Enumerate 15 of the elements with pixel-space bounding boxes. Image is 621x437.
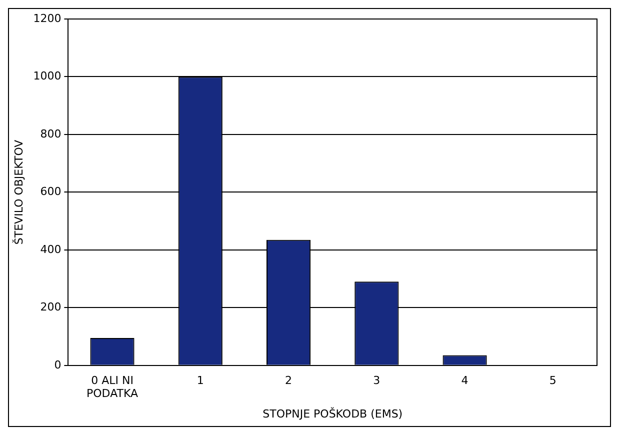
x-axis-title: STOPNJE POŠKODB (EMS) bbox=[262, 406, 403, 420]
y-tick-label: 0 bbox=[54, 358, 62, 372]
x-tick-label: 3 bbox=[373, 374, 380, 387]
y-tick-label: 1000 bbox=[33, 70, 62, 83]
y-tick-label: 1200 bbox=[33, 12, 62, 25]
x-tick-label: 1 bbox=[196, 374, 204, 387]
y-axis-title: ŠTEVILO OBJEKTOV bbox=[11, 139, 26, 245]
x-tick-label: 2 bbox=[285, 374, 292, 387]
x-tick-label: 5 bbox=[549, 374, 556, 387]
y-tick-label: 800 bbox=[40, 127, 62, 140]
x-tick-label: 0 ALI NI PODATKA bbox=[86, 374, 138, 400]
y-tick-label: 200 bbox=[40, 300, 62, 314]
x-tick-label: 4 bbox=[461, 374, 468, 387]
y-tick-label: 400 bbox=[40, 242, 62, 256]
y-tick-label: 600 bbox=[40, 185, 62, 198]
